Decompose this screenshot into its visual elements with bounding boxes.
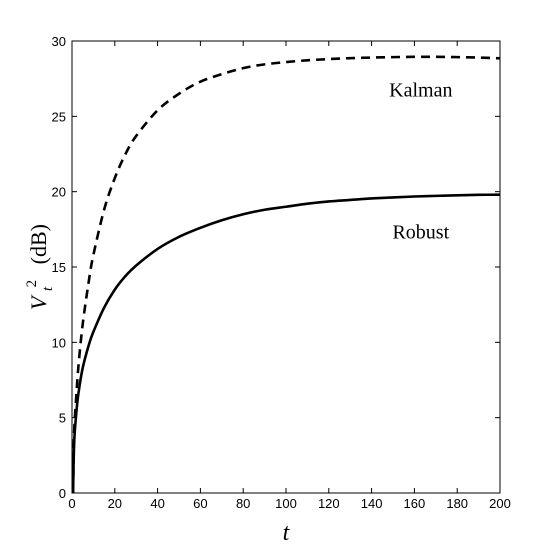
x-tick-label: 100 [275,496,297,511]
y-tick-label: 10 [52,335,66,350]
annotation-robust: Robust [392,221,449,243]
x-tick-label: 140 [361,496,383,511]
y-tick-label: 5 [59,411,66,426]
y-axis-label-sup: 2 [24,280,40,288]
y-tick-label: 15 [52,260,66,275]
y-axis-label: V t 2 (dB) [16,224,57,310]
y-axis-label-main: V [26,294,51,310]
series-line-solid [71,193,501,494]
x-tick-label: 0 [68,496,75,511]
x-tick-label: 40 [150,496,164,511]
y-tick-label: 20 [52,185,66,200]
annotation-kalman: Kalman [389,80,452,102]
x-tick-label: 120 [318,496,340,511]
y-tick-label: 30 [52,34,66,49]
plot-area [71,40,501,494]
y-axis-label-unit: (dB) [26,224,51,264]
x-tick-label: 60 [193,496,207,511]
y-tick-label: 25 [52,109,66,124]
svg-text:V t 2 (dB): V t 2 (dB) [16,224,57,310]
x-tick-label: 200 [489,496,511,511]
y-axis-label-sub: t [40,286,56,291]
x-tick-label: 80 [236,496,250,511]
x-tick-label: 160 [404,496,426,511]
x-axis-label: t [283,520,291,546]
y-tick-label: 0 [59,486,66,501]
x-tick-label: 20 [108,496,122,511]
series-group [71,55,501,494]
x-tick-label: 180 [446,496,468,511]
axis-ticks: 0 20 40 60 80 100 120 140 160 180 200 0 5 10 15 20 25 30 [52,34,511,511]
